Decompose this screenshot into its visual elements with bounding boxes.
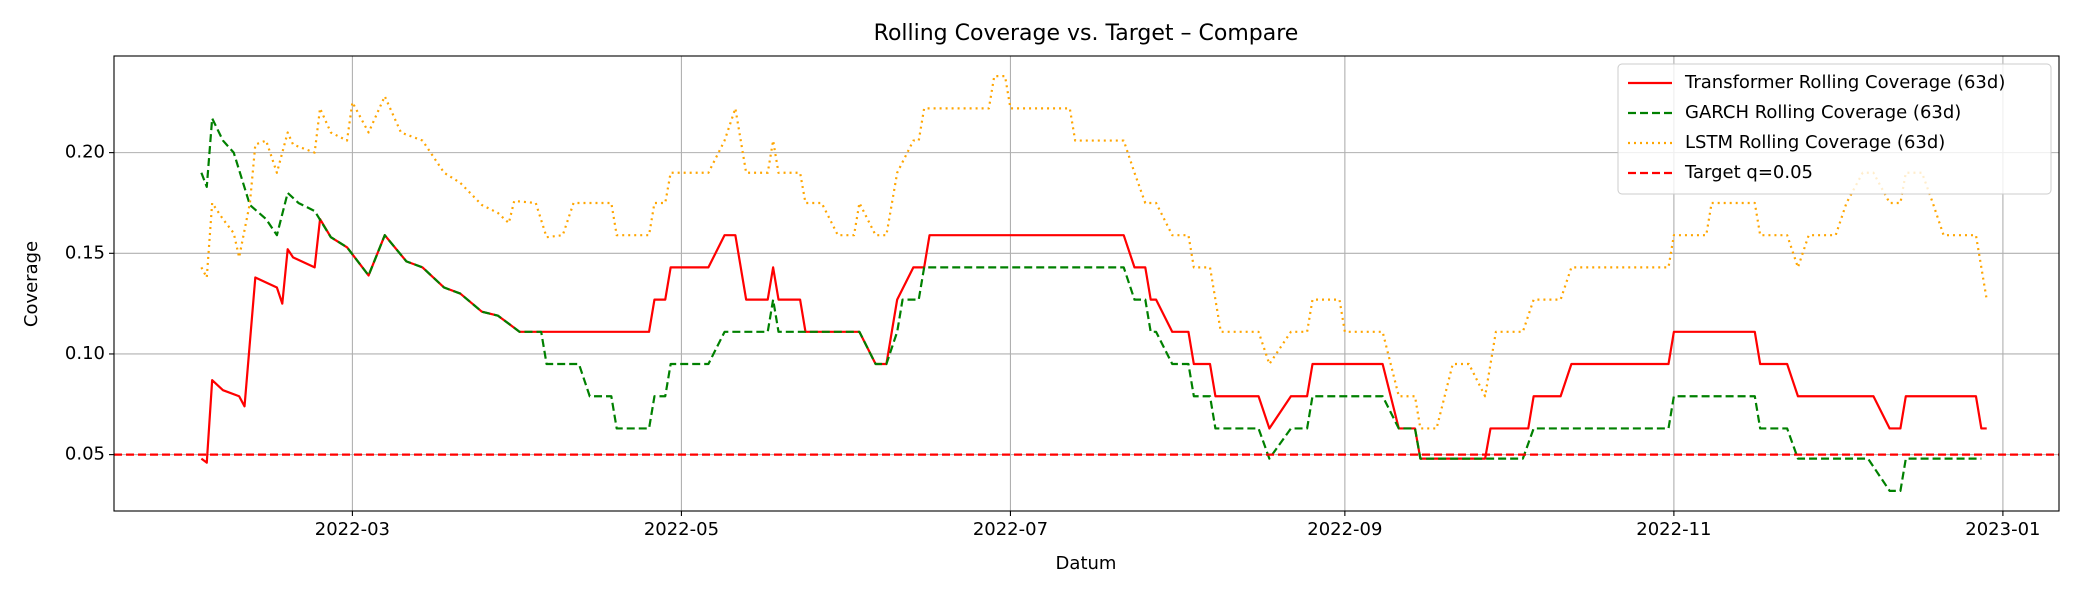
x-axis-label: Datum	[1056, 553, 1117, 574]
series-line	[200, 75, 1988, 430]
series-line	[200, 117, 1982, 492]
legend-label: GARCH Rolling Coverage (63d)	[1685, 102, 1961, 123]
y-tick-label: 0.15	[65, 242, 105, 263]
plot-frame	[113, 55, 2060, 512]
y-axis-label: Coverage	[21, 241, 42, 327]
x-tick-label: 2022-03	[315, 519, 390, 540]
legend-box	[1617, 63, 2052, 195]
legend-label: Transformer Rolling Coverage (63d)	[1684, 72, 2005, 93]
y-tick-label: 0.05	[65, 444, 105, 465]
legend-label: Target q=0.05	[1684, 162, 1813, 183]
chart-title: Rolling Coverage vs. Target – Compare	[874, 21, 1299, 46]
x-tick-label: 2022-05	[644, 519, 719, 540]
legend: Transformer Rolling Coverage (63d) GARCH …	[1617, 63, 2052, 195]
y-tick-label: 0.20	[65, 142, 105, 163]
x-tick-label: 2022-09	[1307, 519, 1382, 540]
x-tick-label: 2022-07	[973, 519, 1048, 540]
y-tick-label: 0.10	[65, 343, 105, 364]
x-tick-label: 2022-11	[1636, 519, 1711, 540]
plot-area	[114, 75, 2059, 492]
x-tick-label: 2023-01	[1965, 519, 2040, 540]
series-line	[200, 217, 1987, 464]
legend-label: LSTM Rolling Coverage (63d)	[1685, 132, 1945, 153]
